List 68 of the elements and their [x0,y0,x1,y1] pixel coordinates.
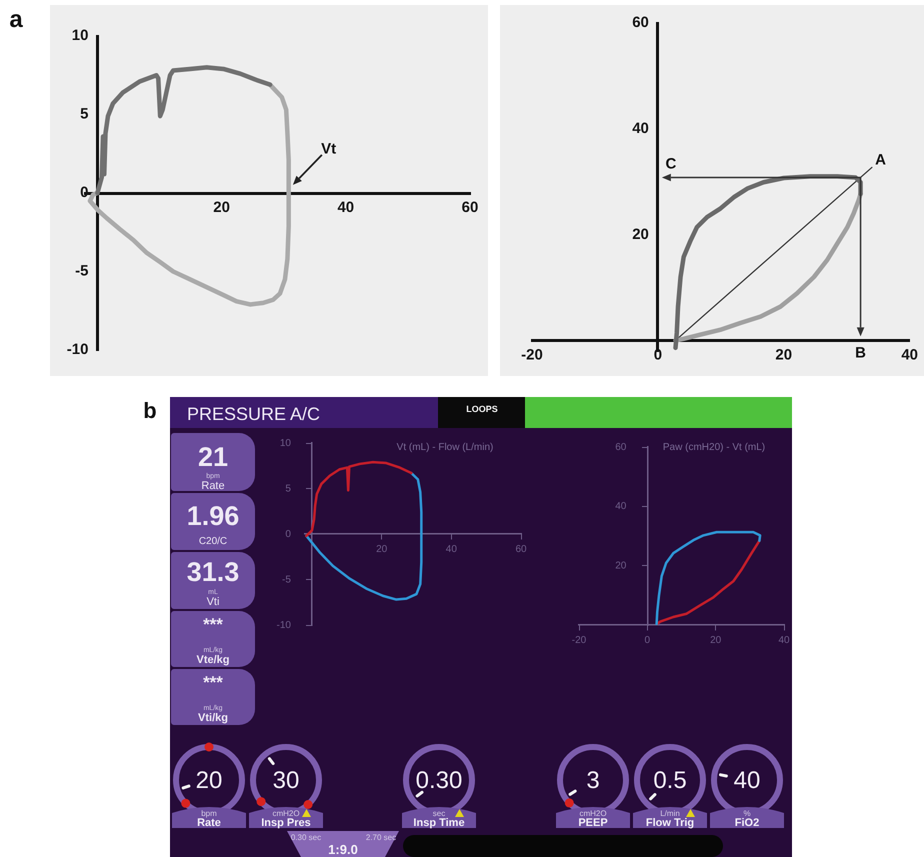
x-tick-label: 40 [337,199,354,216]
x-tick-label: -20 [521,346,543,364]
annotation: B [855,344,866,362]
text: PRESSURE A/C [187,404,320,424]
text: Rate [197,817,221,829]
y-tick-label: -5 [75,262,88,280]
text: sec [432,809,446,818]
y-tick-label: 20 [632,226,649,243]
text: C20/C [198,536,228,547]
text: % [743,809,751,818]
text: 31.3 [186,557,240,587]
text: FiO2 [734,817,760,829]
text: 1:9.0 [328,842,358,857]
text: 21 [198,442,228,472]
y-tick-label: -10 [66,341,88,358]
text: Vti/kg [198,712,228,724]
x-tick-label: 20 [213,199,230,216]
text: 0.30 [416,767,462,794]
text: Vti [206,596,220,608]
y-tick-label: 60 [615,442,627,453]
x-tick-label: 20 [775,346,792,364]
y-tick-label: -10 [276,620,292,631]
text: PEEP [578,817,608,829]
text: LOOPS [466,404,498,414]
y-tick-label: 5 [285,483,292,494]
text: Insp Pres [261,817,311,829]
y-tick-label: 5 [80,106,88,123]
y-tick-label: 0 [285,528,292,540]
y-tick-label: 10 [72,27,88,44]
text: L/min [660,809,680,818]
text: *** [203,615,223,634]
y-tick-label: 40 [632,120,649,137]
y-tick-label: -5 [282,574,292,586]
text: *** [203,673,223,692]
x-tick-label: 20 [376,544,388,555]
text: 20 [196,767,222,794]
text: a [9,6,23,33]
y-tick-label: 40 [615,501,627,512]
x-tick-label: 20 [710,634,722,646]
text: 0.30 sec [290,833,322,842]
x-tick-label: 60 [462,199,478,216]
text: bpm [201,809,217,818]
y-tick-label: 10 [280,438,292,449]
text: 1.96 [186,501,240,531]
x-tick-label: 40 [446,544,458,555]
annotation: A [875,152,886,169]
y-tick-label: 60 [632,14,649,32]
annotation: Vt [321,140,336,158]
text: 2.70 sec [366,833,396,842]
chart-title: Paw (cmH20) - Vt (mL) [662,442,766,453]
text: 30 [272,767,300,794]
text: Rate [201,480,225,492]
x-tick-label: 40 [778,634,790,646]
x-tick-label: 40 [901,346,918,364]
text: cmH2O [579,809,607,818]
text: Flow Trig [646,817,694,829]
text: cmH2O [272,809,300,818]
text: 40 [734,767,760,794]
text: b [143,398,157,423]
text: 3 [586,767,600,794]
x-tick-label: -20 [572,634,587,646]
text: 0.5 [653,767,687,794]
text: Vte/kg [196,654,230,666]
x-tick-label: 60 [515,544,527,555]
chart-title: Vt (mL) - Flow (L/min) [396,442,494,453]
y-tick-label: 20 [615,560,627,572]
annotation: C [665,156,676,173]
text: Insp Time [413,817,465,829]
